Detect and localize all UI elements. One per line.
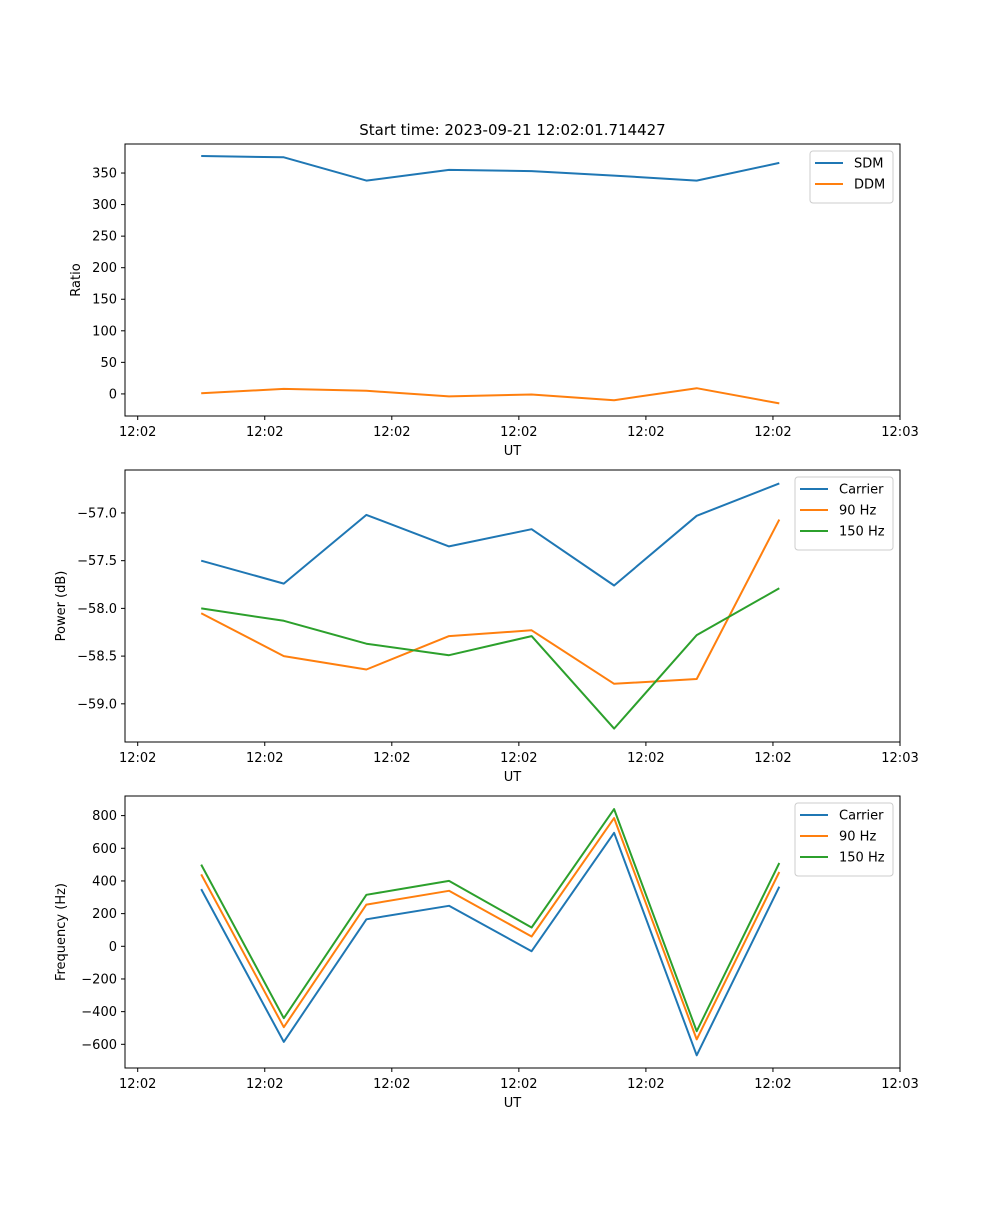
power-panel: 12:02 12:02 12:02 12:02 12:02 12:02 12:03 −59.0… [54,469,919,785]
power-x-tick-label: 12:02 [500,751,537,766]
ratio-legend-label-sdm: SDM [854,157,883,172]
frequency-legend-label-90-hz: 90 Hz [839,830,876,845]
ratio-y-tick-label: 350 [92,167,117,182]
frequency-y-tick-label: 600 [92,842,117,857]
frequency-series-line-150-hz [200,808,781,1033]
frequency-panel: 12:02 12:02 12:02 12:02 12:02 12:02 12:03 −600 −… [54,795,919,1111]
ratio-y-tick-label: 100 [92,324,117,339]
power-series-line-150-hz [201,587,780,730]
power-x-tick-label: 12:02 [246,751,283,766]
frequency-legend: Carrier 90 Hz 150 Hz [794,802,894,877]
ratio-x-tick-label: 12:02 [119,425,156,440]
ratio-x-tick-label: 12:02 [373,425,410,440]
frequency-x-tick-label: 12:02 [627,1077,664,1092]
power-axes-frame [124,469,901,743]
power-x-tick-label: 12:02 [754,751,791,766]
ratio-y-tick-label: 250 [92,230,117,245]
ratio-y-tick-label: 150 [92,293,117,308]
ratio-y-tick-label: 0 [109,387,117,402]
frequency-series-line-carrier [200,831,781,1057]
power-legend: Carrier 90 Hz 150 Hz [794,476,894,551]
frequency-y-tick-label: 0 [109,940,117,955]
frequency-y-tick-label: 800 [92,809,117,824]
frequency-x-tick-label: 12:03 [881,1077,918,1092]
ratio-legend: SDM DDM [809,150,894,204]
frequency-legend-label-carrier: Carrier [839,809,884,824]
ratio-series-line-ddm [201,387,780,405]
frequency-y-tick-label: −200 [81,972,117,987]
frequency-x-tick-label: 12:02 [246,1077,283,1092]
power-legend-label-150-hz: 150 Hz [839,525,885,540]
ratio-y-axis-label: Ratio [69,263,84,296]
frequency-y-tick-label: 400 [92,874,117,889]
power-legend-label-90-hz: 90 Hz [839,504,876,519]
ratio-series-line-sdm [201,155,780,182]
power-legend-label-carrier: Carrier [839,483,884,498]
power-y-axis-label: Power (dB) [54,571,69,642]
ratio-x-tick-label: 12:02 [754,425,791,440]
frequency-x-tick-label: 12:02 [500,1077,537,1092]
ratio-y-tick-label: 50 [100,356,117,371]
frequency-x-tick-label: 12:02 [373,1077,410,1092]
frequency-series-line-90-hz [200,817,781,1041]
frequency-y-tick-label: −400 [81,1005,117,1020]
ratio-y-tick-label: 300 [92,198,117,213]
ratio-x-axis-label: UT [504,444,522,459]
ratio-legend-label-ddm: DDM [854,178,885,193]
frequency-y-tick-label: −600 [81,1038,117,1053]
ratio-panel: 12:02 12:02 12:02 12:02 12:02 12:02 12:03 0 50 10… [69,143,919,459]
power-x-axis-label: UT [504,770,522,785]
ratio-x-tick-label: 12:02 [627,425,664,440]
frequency-y-tick-label: 200 [92,907,117,922]
power-y-tick-label: −58.5 [77,650,117,665]
ratio-x-tick-label: 12:02 [500,425,537,440]
power-x-tick-label: 12:03 [881,751,918,766]
ratio-x-tick-label: 12:02 [246,425,283,440]
figure-title: Start time: 2023-09-21 12:02:01.714427 [359,121,665,139]
power-series-line-90-hz [200,519,781,685]
power-x-tick-label: 12:02 [627,751,664,766]
frequency-y-axis-label: Frequency (Hz) [54,883,69,981]
ratio-x-tick-label: 12:03 [881,425,918,440]
power-y-tick-label: −58.0 [77,602,117,617]
power-x-tick-label: 12:02 [119,751,156,766]
power-series-line-carrier [200,482,780,587]
power-y-tick-label: −57.0 [77,506,117,521]
ratio-axes-frame [124,143,901,417]
frequency-x-tick-label: 12:02 [754,1077,791,1092]
power-y-tick-label: −59.0 [77,697,117,712]
frequency-x-axis-label: UT [504,1096,522,1111]
frequency-x-tick-label: 12:02 [119,1077,156,1092]
power-y-tick-label: −57.5 [77,554,117,569]
ratio-y-tick-label: 200 [92,261,117,276]
frequency-axes-frame [124,795,901,1069]
frequency-legend-label-150-hz: 150 Hz [839,851,885,866]
power-x-tick-label: 12:02 [373,751,410,766]
